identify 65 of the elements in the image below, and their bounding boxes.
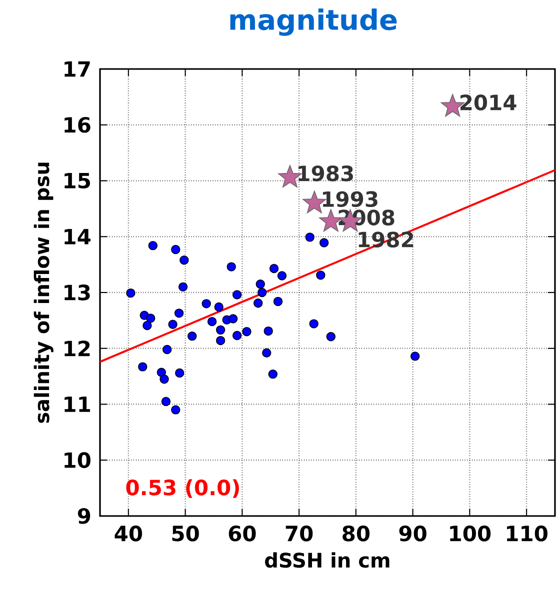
y-tick-label: 16 — [64, 116, 90, 133]
point — [171, 244, 180, 254]
point — [174, 308, 184, 318]
point — [326, 332, 336, 342]
point — [180, 255, 189, 265]
y-tick-label: 17 — [64, 61, 90, 77]
annotation: 2014 — [460, 94, 516, 110]
point — [262, 348, 272, 358]
point — [257, 288, 267, 298]
x-tick-label: 40 — [114, 526, 142, 542]
point — [319, 238, 329, 248]
point — [142, 320, 152, 330]
y-tick-label: 10 — [64, 452, 90, 468]
x-tick-label: 100 — [450, 526, 491, 542]
point — [305, 232, 314, 242]
point — [161, 396, 171, 406]
point — [207, 316, 217, 326]
annotation: 1993 — [322, 191, 378, 208]
x-axis-title: dSSH in cm — [265, 552, 390, 568]
point — [160, 374, 169, 384]
point — [242, 327, 252, 336]
point — [146, 314, 156, 323]
point — [269, 264, 279, 274]
chart-title: magnitude — [230, 8, 397, 36]
x-tick-label: 60 — [228, 526, 256, 542]
point — [316, 270, 326, 280]
annotation: 1983 — [298, 165, 353, 182]
point — [410, 352, 420, 361]
x-tick-label: 90 — [399, 526, 426, 542]
point — [232, 290, 242, 300]
y-tick-label: 13 — [64, 284, 90, 300]
y-tick-label: 11 — [64, 396, 90, 412]
point — [268, 369, 278, 379]
point — [178, 282, 188, 292]
point — [214, 302, 224, 312]
point — [256, 280, 265, 289]
point — [148, 240, 158, 250]
point — [277, 271, 287, 280]
point — [175, 368, 184, 378]
point — [254, 298, 263, 308]
point — [264, 326, 273, 336]
point — [162, 344, 172, 354]
point — [202, 299, 211, 308]
x-tick-label: 70 — [286, 526, 313, 542]
y-tick-label: 15 — [64, 172, 90, 189]
point — [228, 314, 238, 324]
point — [226, 262, 236, 272]
point — [138, 362, 148, 372]
x-tick-label: 50 — [172, 526, 199, 542]
x-tick-label: 80 — [342, 526, 370, 542]
y-tick-label: 12 — [64, 340, 90, 356]
y-axis-title: salinity of inflow in psu — [34, 162, 54, 423]
point — [216, 336, 226, 346]
y-tick-label: 14 — [64, 228, 90, 244]
point — [309, 319, 318, 328]
point — [188, 331, 197, 341]
point — [171, 405, 180, 414]
annotation: 0.53 (0.0) — [126, 479, 239, 498]
point — [168, 320, 178, 329]
point — [232, 330, 242, 340]
point — [216, 325, 226, 335]
point — [126, 288, 136, 298]
point — [273, 296, 283, 306]
x-tick-label: 110 — [506, 526, 548, 542]
y-tick-label: 9 — [78, 508, 90, 524]
